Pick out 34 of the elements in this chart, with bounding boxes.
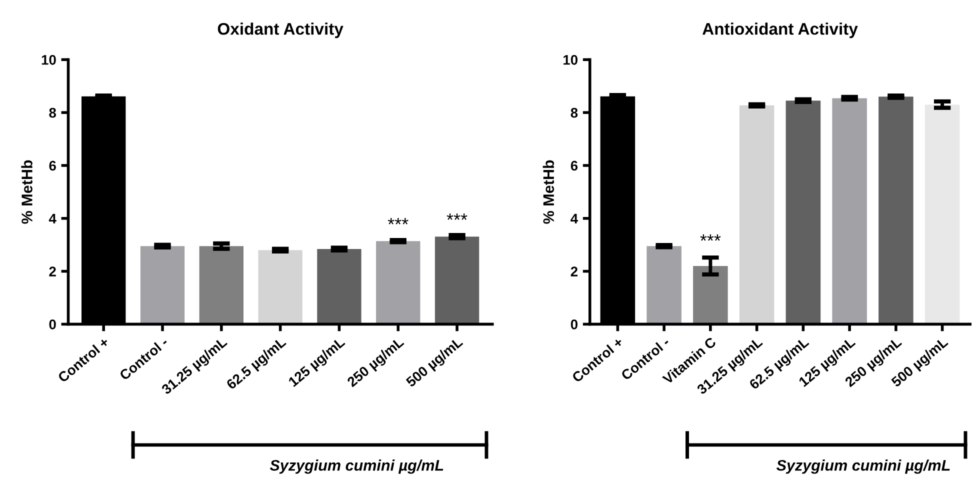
bar	[140, 246, 185, 324]
bar	[739, 105, 774, 324]
y-tick-label: 2	[49, 266, 56, 276]
y-tick-label: 8	[570, 108, 578, 118]
y-tick-label: 6	[570, 160, 578, 171]
bar	[832, 98, 867, 324]
y-tick-label: 10	[42, 54, 56, 65]
y-tick-label: 2	[570, 266, 578, 276]
bar	[786, 100, 821, 324]
text: Syzygium cumini µg/mL	[776, 460, 950, 474]
bar	[258, 250, 302, 324]
bar	[924, 104, 960, 324]
text: Syzygium cumini µg/mL	[270, 460, 444, 474]
y-tick-label: 4	[570, 214, 578, 224]
y-tick-label: 6	[49, 160, 56, 171]
bar	[646, 246, 682, 324]
y-tick-label: 10	[563, 54, 578, 65]
annotation: ***	[388, 218, 408, 224]
y-tick-label: 0	[49, 320, 56, 330]
y-axis-title: % MetHb	[542, 160, 554, 224]
y-tick-label: 8	[49, 108, 56, 118]
bar	[878, 96, 914, 324]
bar	[376, 241, 420, 324]
bar	[434, 236, 480, 324]
bar	[199, 246, 244, 324]
y-tick-label: 4	[48, 214, 56, 224]
annotation: ***	[700, 234, 721, 241]
annotation: ***	[446, 214, 468, 220]
y-axis-title: % MetHb	[21, 160, 32, 224]
bar	[693, 266, 728, 324]
bar	[317, 249, 362, 324]
y-tick-label: 0	[570, 320, 578, 330]
chart-title: Antioxidant Activity	[702, 22, 858, 38]
chart-title: Oxidant Activity	[218, 22, 344, 38]
